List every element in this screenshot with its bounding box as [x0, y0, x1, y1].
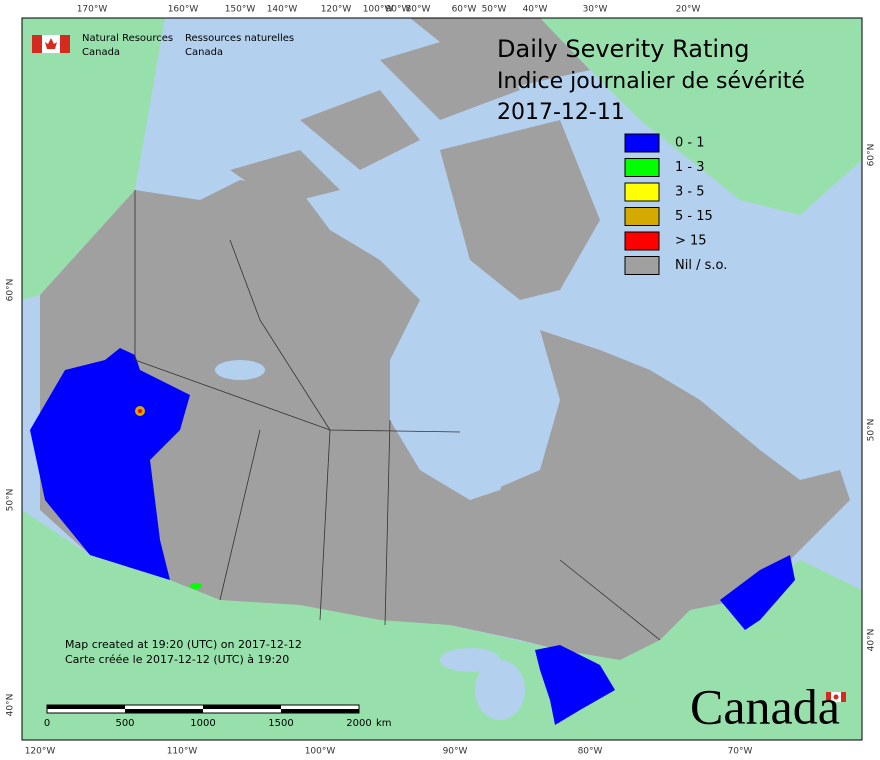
- bottom-lon-label: 70°W: [728, 747, 753, 757]
- bottom-lon-label: 120°W: [25, 747, 56, 757]
- bottom-lon-label: 80°W: [578, 747, 603, 757]
- canada-mainland: [40, 180, 850, 660]
- arctic-island: [230, 150, 340, 205]
- scale-label: 2000: [346, 718, 371, 729]
- legend-label: 0 - 1: [675, 136, 705, 151]
- lake: [215, 360, 265, 380]
- top-lon-label: 100°W: [363, 5, 394, 15]
- legend-label: 1 - 3: [675, 160, 705, 175]
- right-lat-label: 50°N: [867, 419, 877, 442]
- left-lat-label: 40°N: [6, 694, 16, 717]
- top-lon-label: 50°W: [482, 5, 507, 15]
- top-lon-label: 20°W: [676, 5, 701, 15]
- legend-swatch: [624, 133, 660, 153]
- legend-label: > 15: [675, 234, 707, 249]
- legend-swatch: [624, 158, 660, 177]
- great-lake: [440, 648, 500, 672]
- legend-swatch: [624, 231, 660, 251]
- title-fr: Indice journalier de sévérité: [497, 69, 805, 94]
- province-borders: [134, 190, 661, 641]
- ellesmere-island: [410, 18, 590, 90]
- legend-swatch: [624, 207, 660, 226]
- hudson-bay: [390, 340, 520, 500]
- rating-area-ontario: [535, 645, 615, 725]
- agency-fr: Canada: [185, 47, 223, 58]
- agency-en: Canada: [82, 47, 120, 58]
- baffin-island: [440, 120, 600, 300]
- legend-swatch: [624, 256, 660, 275]
- title: Daily Severity Rating: [497, 35, 749, 63]
- top-lon-label: 40°W: [523, 5, 548, 15]
- scale-label: 0: [44, 718, 50, 729]
- credit-line: Map created at 19:20 (UTC) on 2017-12-12: [65, 638, 302, 651]
- top-lon-label: 30°W: [583, 5, 608, 15]
- legend-label: 3 - 5: [675, 185, 705, 200]
- agency-en: Natural Resources: [82, 33, 173, 44]
- scale-unit: km: [376, 718, 392, 729]
- top-lon-label: 80°W: [406, 5, 431, 15]
- bottom-lon-label: 90°W: [443, 747, 468, 757]
- left-lat-label: 60°N: [6, 279, 16, 302]
- top-lon-label: 160°W: [168, 5, 199, 15]
- legend-label: Nil / s.o.: [675, 258, 727, 273]
- legend-swatch: [624, 182, 660, 202]
- credit-line: Carte créée le 2017-12-12 (UTC) à 19:20: [65, 653, 289, 666]
- rating-spot: [190, 583, 202, 589]
- flag: [32, 35, 70, 53]
- agency-fr: Ressources naturelles: [185, 33, 294, 44]
- top-lon-label: 150°W: [225, 5, 256, 15]
- right-lat-label: 40°N: [867, 629, 877, 652]
- greenland: [540, 18, 862, 215]
- title-date: 2017-12-11: [497, 100, 625, 125]
- map-area: [21, 17, 863, 741]
- top-lon-label: 170°W: [77, 5, 108, 15]
- rating-area-bc: [30, 348, 190, 580]
- arctic-island: [300, 90, 420, 170]
- scale-label: 500: [115, 718, 134, 729]
- united-states: [22, 510, 862, 740]
- map-frame: [21, 17, 863, 741]
- wordmark-flag: [826, 692, 846, 702]
- rating-area-maritimes: [720, 555, 795, 630]
- legend-label: 5 - 15: [675, 209, 713, 224]
- left-lat-label: 50°N: [6, 489, 16, 512]
- top-lon-label: 140°W: [267, 5, 298, 15]
- alaska: [22, 18, 165, 300]
- rating-spot: [138, 409, 142, 413]
- great-lake: [475, 660, 525, 720]
- top-lon-label: 120°W: [321, 5, 352, 15]
- top-lon-label: 90°W: [386, 5, 411, 15]
- bottom-lon-label: 100°W: [305, 747, 336, 757]
- top-lon-label: 60°W: [452, 5, 477, 15]
- scale-bar: [46, 704, 360, 714]
- scale-label: 1500: [268, 718, 293, 729]
- right-lat-label: 60°N: [867, 144, 877, 167]
- bottom-lon-label: 110°W: [167, 747, 198, 757]
- scale-label: 1000: [190, 718, 215, 729]
- canada-wordmark: Canada: [690, 678, 840, 734]
